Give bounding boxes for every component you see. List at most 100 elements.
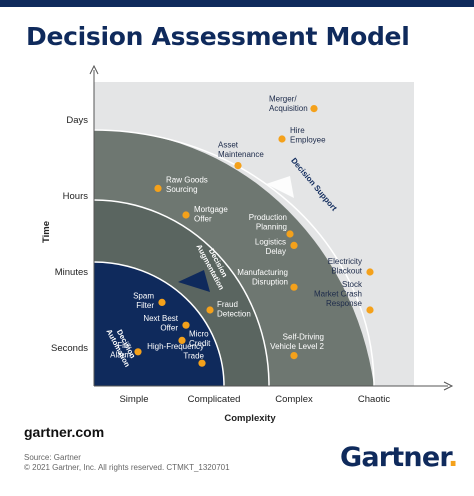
point-label-line: Merger/: [269, 95, 297, 104]
point-label-line: Filter: [136, 301, 154, 310]
point-hire-employee: Hire Employee: [278, 126, 326, 145]
point-manufacturing-disruption: Manufacturing Disruption: [237, 268, 298, 291]
point-label-line: Self-Driving: [283, 333, 324, 342]
point-fire-alarm: Fire Alarm: [110, 341, 142, 360]
point-label-line: Disruption: [252, 278, 288, 287]
site-url[interactable]: gartner.com: [24, 424, 105, 440]
point-label-line: Maintenance: [218, 150, 264, 159]
point-marker: [178, 336, 186, 344]
gartner-logo: Gartner.: [340, 442, 458, 473]
point-label-line: Trade: [183, 352, 204, 361]
point-label: Stock Market Crash Response: [314, 280, 363, 308]
point-marker: [366, 306, 374, 314]
point-mortgage-offer: Mortgage Offer: [182, 205, 228, 224]
point-label: Mortgage Offer: [194, 205, 228, 224]
point-label-line: Hire: [290, 126, 305, 135]
point-marker: [182, 211, 190, 219]
point-label: Raw Goods Sourcing: [166, 175, 208, 194]
x-axis-arrow: [443, 381, 454, 391]
point-label-line: Raw Goods: [166, 175, 208, 184]
point-label: High-Frequency Trade: [147, 342, 204, 361]
source-note: Source: Gartner: [24, 453, 81, 462]
point-label-line: Delay: [266, 247, 286, 256]
point-marker: [134, 348, 142, 356]
y-tick-hours: Hours: [63, 191, 89, 202]
arrow-support: [266, 176, 294, 198]
point-label-line: Electricity: [328, 257, 362, 266]
y-tick-days: Days: [66, 115, 88, 126]
x-tick-chaotic: Chaotic: [358, 394, 390, 405]
point-label-line: Fraud: [217, 300, 238, 309]
point-label-line: Sourcing: [166, 185, 198, 194]
chart-zones: [93, 82, 414, 387]
point-label-line: Next Best: [143, 314, 178, 323]
point-label-line: Fire: [117, 341, 131, 350]
point-label-line: Alarm: [110, 350, 131, 359]
point-label-line: Response: [326, 299, 363, 308]
point-label-line: Micro: [189, 329, 209, 338]
point-label-line: Planning: [256, 223, 287, 232]
point-marker: [290, 352, 298, 360]
point-merger-acquisition: Merger/Acquisition: [269, 95, 318, 114]
copyright-note: © 2021 Gartner, Inc. All rights reserved…: [24, 463, 230, 472]
x-axis-label: Complexity: [224, 413, 276, 424]
point-stock-market-crash-response: Stock Market Crash Response: [314, 280, 374, 314]
x-tick-simple: Simple: [119, 394, 148, 405]
point-label: Merger/Acquisition: [269, 95, 308, 114]
point-label-line: Stock: [342, 280, 363, 289]
point-next-best-offer: Next Best Offer: [143, 314, 190, 333]
point-marker: [158, 298, 166, 306]
point-marker: [366, 268, 374, 276]
point-label-line: Vehicle Level 2: [270, 342, 324, 351]
point-marker: [290, 283, 298, 291]
y-tick-seconds: Seconds: [51, 343, 88, 354]
point-label: Production Planning: [249, 213, 287, 232]
y-axis-label: Time: [41, 221, 52, 243]
page-title: Decision Assessment Model: [26, 22, 410, 51]
point-raw-goods-sourcing: Raw Goods Sourcing: [154, 175, 208, 194]
point-label: Fraud Detection: [217, 300, 251, 319]
point-label-line: Production: [249, 213, 287, 222]
point-label: Spam Filter: [133, 291, 154, 310]
boundary-support: [93, 129, 375, 387]
point-label: Self-Driving Vehicle Level 2: [270, 333, 324, 352]
point-label-line: Employee: [290, 136, 326, 145]
chart-axes: Simple Complicated Complex Chaotic Seconds Mi…: [41, 64, 454, 424]
y-tick-minutes: Minutes: [55, 267, 89, 278]
point-asset-maintenance: Asset Maintenance: [218, 141, 264, 170]
point-marker: [198, 359, 206, 367]
logo-dot: .: [448, 442, 458, 473]
x-tick-complex: Complex: [275, 394, 313, 405]
logo-text: Gartner: [340, 442, 449, 473]
point-label-line: Spam: [133, 291, 154, 300]
point-label-line: Acquisition: [269, 104, 308, 113]
point-fraud-detection: Fraud Detection: [206, 300, 251, 319]
point-production-planning: Production Planning: [249, 213, 294, 238]
arrow-augmentation: [178, 270, 210, 292]
point-spam-filter: Spam Filter: [133, 291, 166, 310]
point-label-line: Market Crash: [314, 290, 362, 299]
point-label: Electricity Blackout: [328, 257, 363, 276]
point-label: Logistics Delay: [255, 237, 286, 256]
point-label-line: Offer: [194, 215, 212, 224]
point-electricity-blackout: Electricity Blackout: [328, 257, 374, 276]
point-marker: [182, 321, 190, 329]
point-marker: [310, 105, 318, 113]
point-label-line: High-Frequency: [147, 342, 204, 351]
top-accent-bar: [0, 0, 474, 7]
point-marker: [206, 306, 214, 314]
point-marker: [154, 184, 162, 192]
point-label-line: Detection: [217, 310, 251, 319]
point-high-frequency-trade: High-Frequency Trade: [147, 342, 206, 367]
point-marker: [290, 241, 298, 249]
y-axis-arrow: [89, 64, 99, 75]
point-marker: [234, 162, 242, 170]
boundary-automation: [93, 261, 225, 387]
point-label: Asset Maintenance: [218, 141, 264, 160]
point-label: Next Best Offer: [143, 314, 178, 333]
point-label-line: Manufacturing: [237, 268, 288, 277]
point-marker: [278, 135, 286, 143]
point-label: Fire Alarm: [110, 341, 131, 360]
